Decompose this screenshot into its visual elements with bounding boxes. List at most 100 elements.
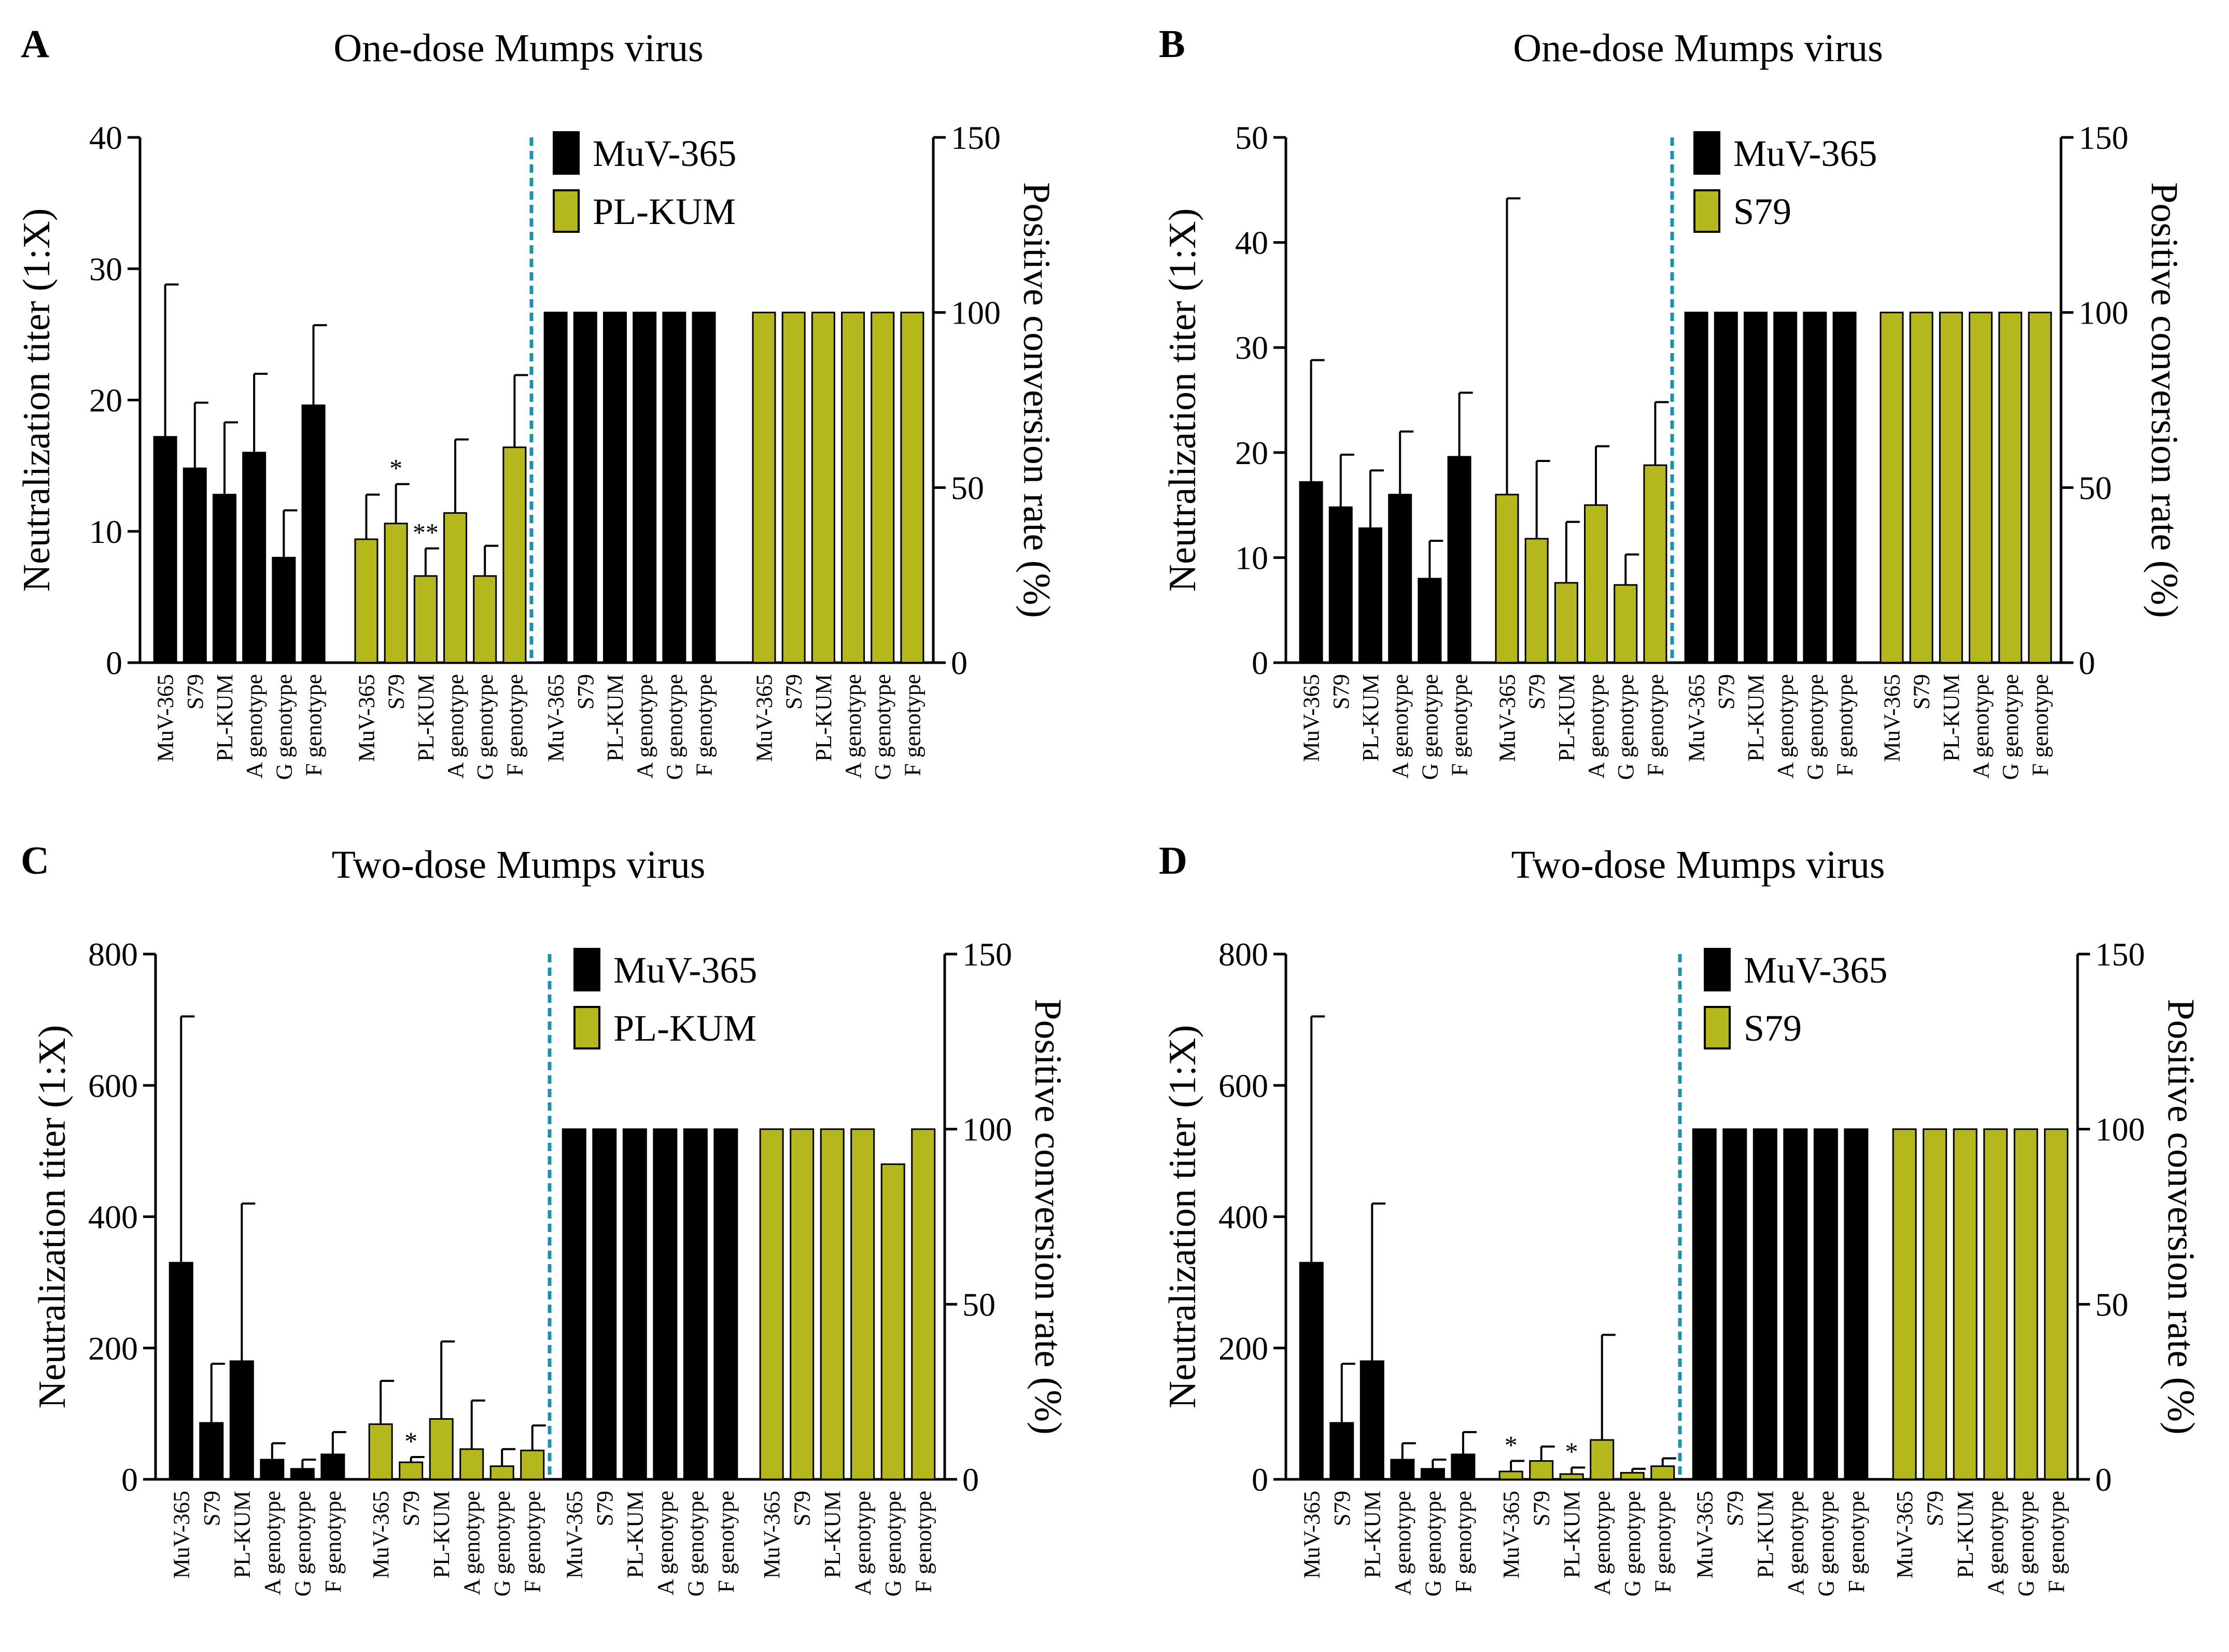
chart-title: Two-dose Mumps virus (332, 843, 706, 887)
chart-panel-A: A One-dose Mumps virus 0 10 20 30 40 0 50 100 150 N… (16, 22, 1058, 780)
titer-bar (1328, 506, 1353, 664)
rate-bar (1892, 1128, 1917, 1480)
rate-bar (1969, 312, 1993, 664)
y-tick-label: 400 (1218, 1199, 1268, 1236)
y-tick-label: 200 (88, 1330, 138, 1367)
category-label: F genotype (1643, 674, 1668, 776)
category-label: MuV-365 (562, 1491, 587, 1579)
category-label: G genotype (662, 674, 687, 780)
y-tick-label: 800 (88, 936, 138, 973)
category-label: PL-KUM (820, 1491, 845, 1578)
titer-bar (1359, 1360, 1384, 1480)
significance-star: * (389, 454, 402, 483)
panel-label: A (21, 22, 49, 66)
category-label: PL-KUM (1358, 674, 1383, 762)
legend-label: MuV-365 (1744, 949, 1887, 991)
category-label: G genotype (472, 674, 498, 780)
significance-star: * (1505, 1431, 1518, 1460)
titer-bar (413, 575, 438, 664)
category-label: S79 (1529, 1491, 1554, 1526)
category-label: MuV-365 (759, 1491, 784, 1579)
rate-bar (713, 1128, 738, 1480)
legend-label: S79 (1744, 1007, 1802, 1049)
rate-bar (1714, 312, 1738, 664)
rate-bar (692, 312, 716, 664)
category-label: G genotype (1620, 1491, 1645, 1597)
rate-bar (602, 312, 627, 664)
rate-bar (1753, 1128, 1777, 1480)
category-label: PL-KUM (429, 1491, 454, 1578)
titer-bar (1529, 1460, 1554, 1480)
category-label: A genotype (840, 674, 866, 779)
category-label: A genotype (260, 1491, 285, 1595)
titer-bar (301, 404, 326, 664)
rate-bar (1844, 1128, 1869, 1480)
category-label: F genotype (692, 674, 717, 776)
rate-bar (841, 312, 865, 664)
y-tick-label: 20 (1235, 435, 1268, 471)
titer-bar (1559, 1473, 1584, 1480)
category-label: G genotype (880, 1491, 906, 1597)
category-label: PL-KUM (413, 674, 439, 762)
rate-bar (781, 312, 806, 664)
y2-tick-label: 50 (2079, 469, 2112, 506)
rate-bar (653, 1128, 678, 1480)
y-axis-label: Neutralization titer (1:X) (1161, 208, 1204, 592)
y2-tick-label: 150 (951, 119, 1001, 156)
y2-tick-label: 0 (2079, 645, 2095, 681)
titer-bar (260, 1459, 285, 1480)
titer-bar (153, 436, 177, 664)
category-label: G genotype (489, 1491, 515, 1597)
category-label: G genotype (1613, 674, 1638, 780)
category-label: F genotype (502, 674, 527, 776)
y2-axis-label: Positive conversion rate (%) (2143, 182, 2185, 618)
titer-bar (1620, 1472, 1645, 1480)
category-label: A genotype (242, 674, 267, 779)
legend-swatch (553, 131, 580, 175)
y2-tick-label: 100 (962, 1111, 1012, 1148)
category-label: G genotype (271, 674, 297, 780)
category-label: A genotype (1590, 1491, 1615, 1595)
y2-axis-label: Positive conversion rate (%) (1027, 999, 1069, 1435)
titer-bar (1390, 1459, 1415, 1480)
category-label: S79 (399, 1491, 424, 1526)
rate-bar (562, 1128, 586, 1480)
titer-bar (354, 538, 378, 664)
category-label: A genotype (459, 1491, 485, 1595)
category-label: MuV-365 (1494, 674, 1520, 762)
rate-bar (850, 1128, 875, 1480)
rate-bar (633, 312, 657, 664)
legend-swatch (1704, 1006, 1731, 1049)
y-tick-label: 0 (106, 645, 122, 681)
rate-bar (790, 1128, 815, 1480)
category-label: A genotype (1968, 674, 1994, 779)
titer-bar (1495, 494, 1519, 664)
category-label: G genotype (1802, 674, 1828, 780)
chart-title: One-dose Mumps virus (333, 26, 704, 70)
y-tick-label: 0 (121, 1461, 138, 1498)
category-label: PL-KUM (811, 674, 836, 762)
category-label: F genotype (911, 1491, 936, 1593)
titer-bar (443, 512, 468, 664)
category-label: PL-KUM (1953, 1491, 1978, 1578)
category-label: A genotype (1783, 1491, 1809, 1595)
titer-bar (502, 446, 527, 664)
rate-bar (900, 312, 924, 664)
chart-panel-B: B One-dose Mumps virus 0 10 20 30 40 50 0 50 100 15… (1159, 22, 2185, 780)
y-axis-label: Neutralization titer (1:X) (1161, 1025, 1204, 1409)
y-tick-label: 200 (1218, 1330, 1268, 1367)
category-label: MuV-365 (1879, 674, 1904, 762)
rate-bar (543, 312, 568, 664)
category-label: MuV-365 (751, 674, 777, 762)
rate-bar (1880, 312, 1904, 664)
rate-bar (2028, 312, 2052, 664)
rate-bar (622, 1128, 647, 1480)
rate-bar (1743, 312, 1768, 664)
legend-swatch (1704, 948, 1731, 991)
legend-label: MuV-365 (1733, 133, 1877, 174)
category-label: A genotype (1387, 674, 1413, 779)
y-tick-label: 10 (1235, 539, 1268, 576)
category-label: F genotype (1447, 674, 1473, 776)
category-label: G genotype (683, 1491, 708, 1597)
